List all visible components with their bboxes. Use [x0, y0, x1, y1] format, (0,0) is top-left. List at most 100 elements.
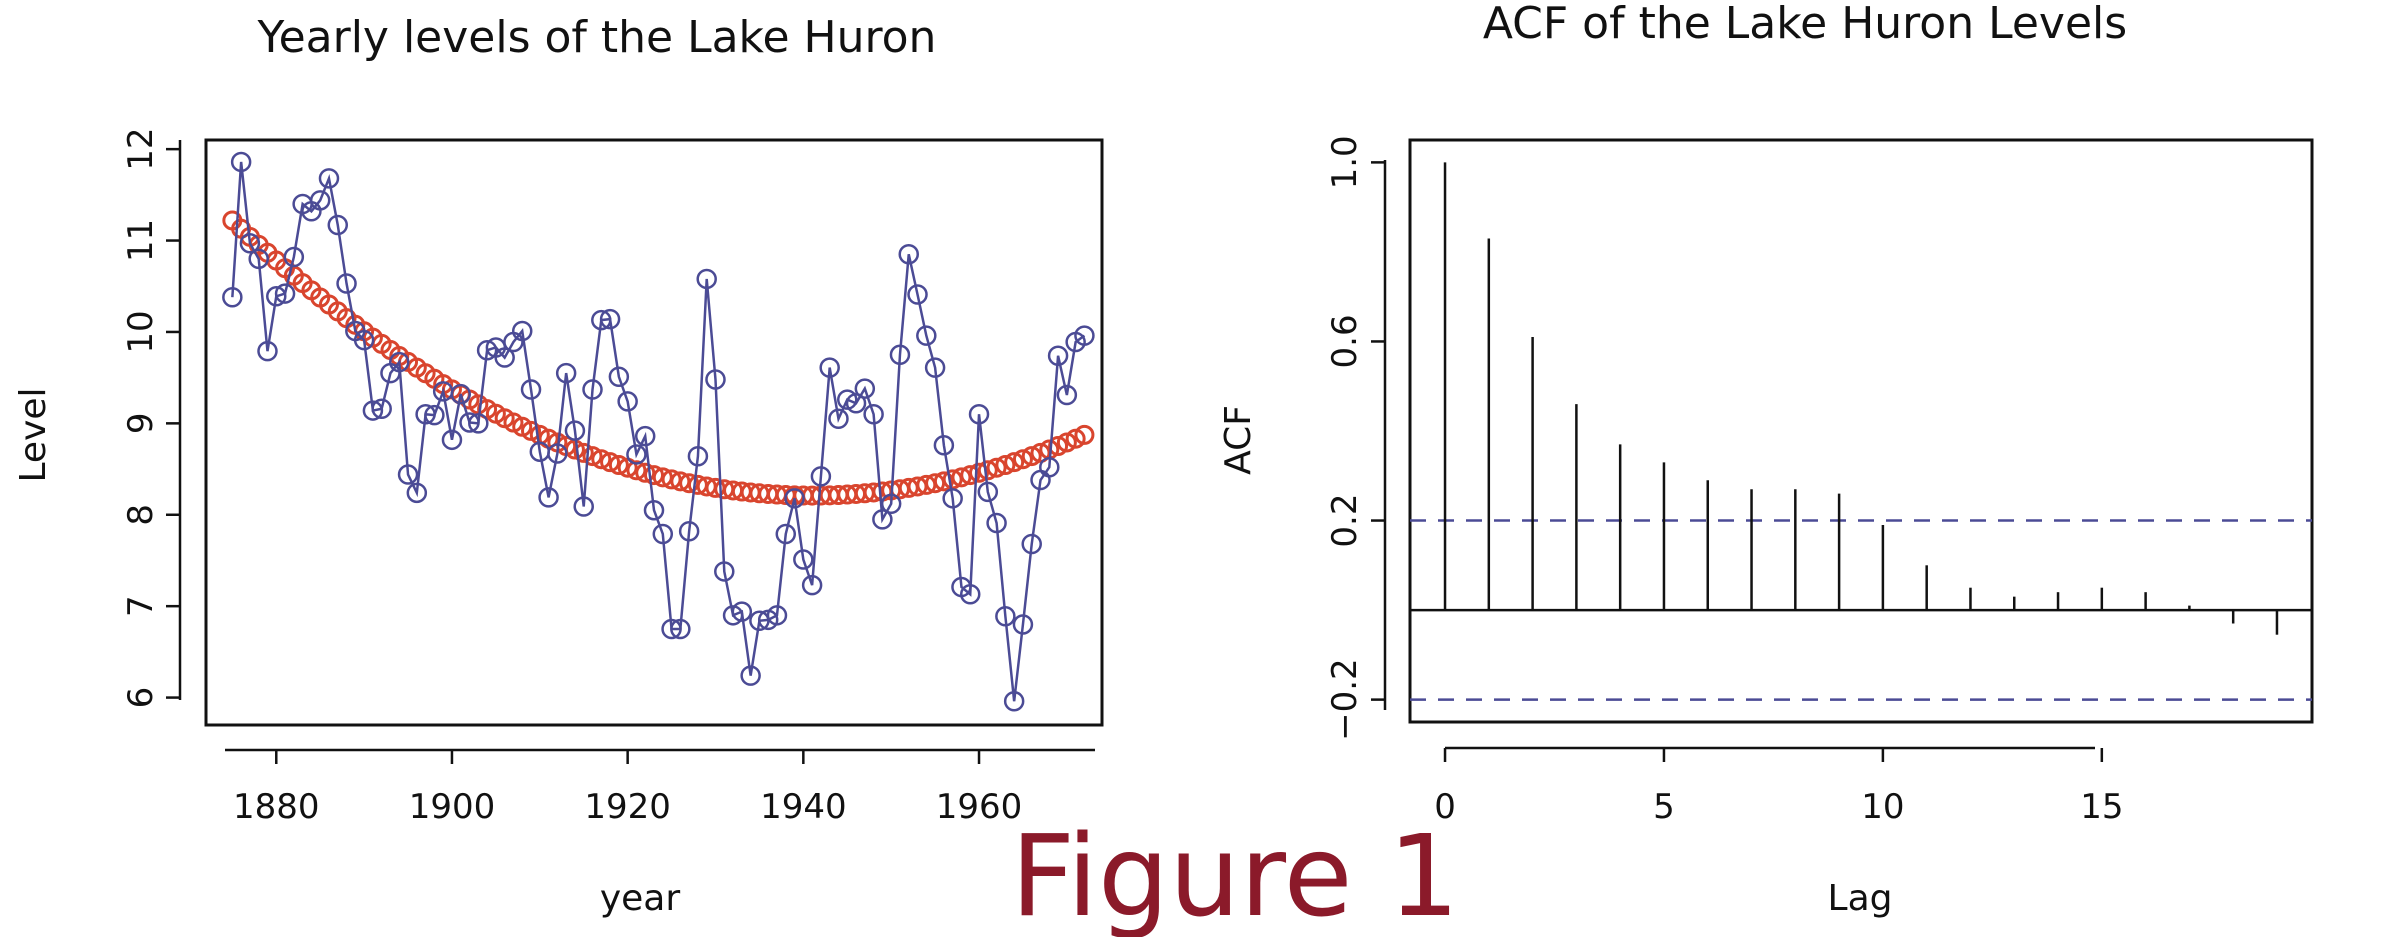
- level-y-tick-label: 12: [121, 128, 161, 171]
- level-x-tick-label: 1900: [409, 787, 496, 827]
- level-point: [318, 168, 340, 189]
- trend-point: [644, 465, 664, 486]
- acf-x-tick-label: 5: [1653, 787, 1675, 827]
- trend-point: [626, 460, 647, 481]
- level-point: [353, 329, 375, 351]
- level-point: [573, 496, 594, 517]
- level-point: [942, 488, 963, 509]
- level-point: [784, 488, 805, 509]
- trend-point: [951, 467, 972, 488]
- level-point: [766, 605, 788, 626]
- level-x-tick-label: 1940: [760, 787, 847, 827]
- level-point: [406, 482, 428, 504]
- level-point: [652, 523, 674, 545]
- trend-point: [977, 460, 998, 481]
- trend-point: [1004, 452, 1025, 473]
- level-point: [643, 499, 665, 521]
- level-y-label: Level: [13, 387, 54, 482]
- level-point: [476, 339, 498, 361]
- level-point: [775, 523, 797, 545]
- level-point: [731, 601, 753, 622]
- level-x-ticks: 1880 1900 1920 1940 1960: [233, 750, 1022, 827]
- trend-point: [942, 469, 963, 490]
- level-point: [468, 413, 489, 434]
- level-point: [494, 347, 515, 368]
- level-point: [705, 369, 726, 390]
- level-point: [924, 357, 946, 378]
- level-point: [441, 429, 463, 451]
- level-point: [1021, 533, 1042, 555]
- level-y-tick-label: 11: [121, 219, 161, 262]
- level-point: [371, 398, 392, 419]
- level-point: [626, 444, 647, 465]
- level-point: [977, 481, 999, 503]
- level-point: [670, 618, 691, 640]
- level-point: [415, 403, 436, 425]
- level-point: [986, 512, 1007, 534]
- acf-y-tick-label: 0.6: [1325, 314, 1365, 368]
- level-point: [933, 435, 955, 456]
- acf-x-tick-label: 0: [1434, 787, 1456, 827]
- level-observed-series: [222, 151, 1095, 712]
- trend-point: [582, 446, 603, 467]
- level-trend-series: [222, 210, 1095, 506]
- trend-point: [608, 455, 629, 475]
- level-y-ticks: 6 7 8 9 10 11 12: [121, 128, 180, 709]
- trend-point: [591, 449, 612, 470]
- acf-bars: [1410, 162, 2312, 635]
- acf-chart-title: ACF of the Lake Huron Levels: [1483, 0, 2127, 49]
- level-point: [661, 618, 682, 640]
- acf-y-tick-label: 1.0: [1325, 135, 1365, 189]
- level-point: [696, 268, 717, 290]
- level-point: [389, 351, 410, 373]
- level-point: [555, 362, 577, 384]
- trend-point: [600, 452, 621, 473]
- level-point: [916, 325, 937, 346]
- acf-x-label: Lag: [1828, 878, 1893, 919]
- level-point: [222, 286, 243, 308]
- level-point: [362, 400, 384, 421]
- trend-point: [1021, 446, 1042, 467]
- level-point: [424, 404, 445, 426]
- level-chart: Yearly levels of the Lake Huron 6 7 8 9 10 11…: [13, 12, 1104, 919]
- level-point: [608, 366, 630, 387]
- level-point: [714, 561, 735, 582]
- level-y-tick-label: 6: [121, 687, 161, 709]
- figure-caption: Figure 1: [1011, 812, 1460, 937]
- level-point: [810, 466, 832, 487]
- level-point: [327, 214, 349, 236]
- trend-point: [1012, 449, 1033, 470]
- trend-point: [960, 465, 981, 486]
- level-point: [450, 383, 471, 405]
- level-point: [1003, 690, 1025, 712]
- level-point: [239, 233, 261, 254]
- acf-y-tick-label: 0.2: [1325, 493, 1365, 547]
- level-point: [591, 309, 612, 331]
- level-point: [828, 408, 849, 430]
- acf-plot-frame: [1408, 138, 2314, 724]
- level-point: [274, 283, 296, 304]
- level-y-tick-label: 7: [121, 595, 161, 617]
- level-point: [863, 403, 884, 425]
- level-point: [617, 391, 638, 412]
- trend-point: [995, 455, 1016, 475]
- acf-x-tick-label: 15: [2080, 787, 2123, 827]
- level-point: [959, 584, 981, 605]
- level-plot-frame: [204, 138, 1104, 727]
- level-point: [1039, 456, 1060, 478]
- acf-y-tick-label: −0.2: [1325, 658, 1365, 741]
- level-y-tick-label: 9: [121, 413, 161, 435]
- level-point: [898, 244, 919, 265]
- level-point: [678, 520, 700, 542]
- acf-confidence-band: [1410, 519, 2312, 701]
- level-point: [793, 549, 814, 570]
- level-point: [1012, 614, 1034, 635]
- trend-point: [1074, 424, 1095, 445]
- acf-x-tick-label: 10: [1861, 787, 1904, 827]
- level-y-tick-label: 8: [121, 504, 161, 526]
- level-point: [907, 284, 928, 305]
- trend-point: [1030, 442, 1051, 463]
- level-point: [801, 574, 823, 596]
- level-y-tick-label: 10: [121, 310, 161, 353]
- level-point: [880, 493, 902, 515]
